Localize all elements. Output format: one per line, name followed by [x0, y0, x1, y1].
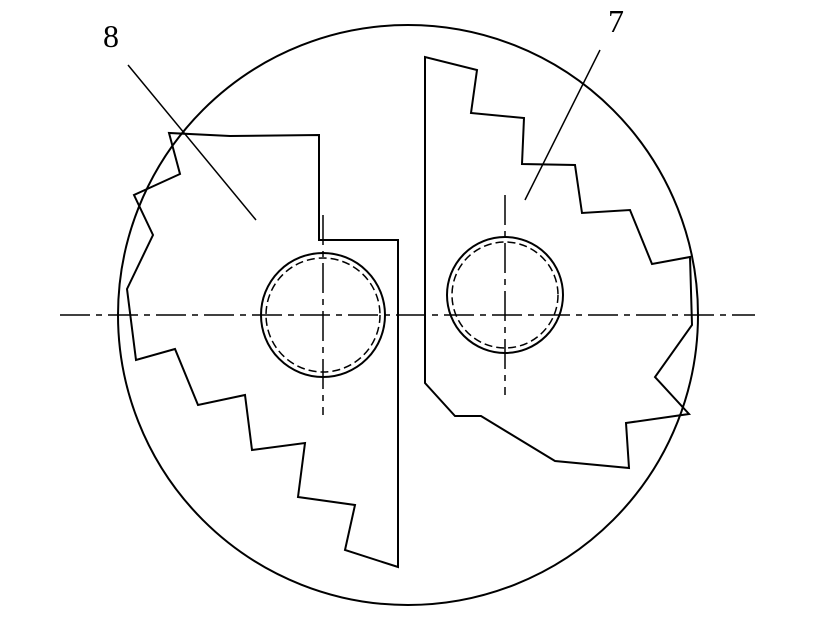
label-8: 8 — [103, 18, 119, 55]
right-shape-outline — [425, 57, 692, 468]
callout-line-7 — [525, 50, 600, 200]
label-7: 7 — [608, 3, 624, 40]
left-shape-outline — [127, 133, 398, 567]
engineering-diagram — [0, 0, 816, 632]
callout-line-8 — [128, 65, 256, 220]
